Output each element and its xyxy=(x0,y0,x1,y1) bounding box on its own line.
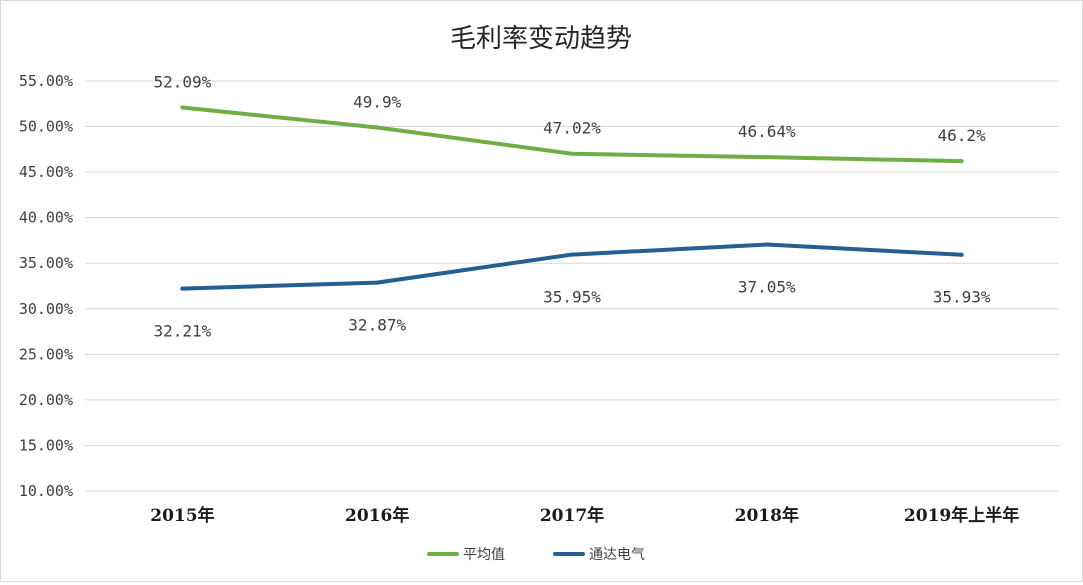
data-label: 46.64% xyxy=(738,122,796,141)
data-point xyxy=(180,286,185,291)
data-point xyxy=(375,280,380,285)
data-label: 37.05% xyxy=(738,278,796,297)
x-tick-label: 2018年 xyxy=(735,505,799,526)
x-tick-label: 2019年上半年 xyxy=(904,505,1019,526)
chart-title: 毛利率变动趋势 xyxy=(450,24,632,54)
y-tick-label: 20.00% xyxy=(19,391,73,409)
y-tick-label: 15.00% xyxy=(19,436,73,454)
data-point xyxy=(959,252,964,257)
x-tick-label: 2017年 xyxy=(540,505,604,526)
y-tick-label: 40.00% xyxy=(19,209,73,227)
y-tick-label: 55.00% xyxy=(19,72,73,90)
x-tick-label: 2016年 xyxy=(345,505,409,526)
data-label: 35.93% xyxy=(933,288,991,307)
data-label: 52.09% xyxy=(154,73,212,92)
data-point xyxy=(180,105,185,110)
y-axis-ticks: 55.00% 50.00% 45.00% 40.00% 35.00% 30.00% 25.0… xyxy=(19,72,73,500)
y-tick-label: 30.00% xyxy=(19,300,73,318)
x-tick-label: 2015年 xyxy=(150,505,214,526)
y-tick-label: 45.00% xyxy=(19,163,73,181)
legend-label: 通达电气 xyxy=(589,547,645,563)
data-point xyxy=(959,159,964,164)
series-lines xyxy=(180,105,964,291)
data-point xyxy=(764,155,769,160)
data-point xyxy=(570,252,574,257)
data-labels: 52.09% 49.9% 47.02% 46.64% 46.2% 32.21% 32.87%… xyxy=(154,73,991,341)
y-tick-label: 10.00% xyxy=(19,482,73,500)
data-label: 47.02% xyxy=(543,119,601,138)
data-label: 35.95% xyxy=(543,288,601,307)
series-line-1 xyxy=(180,242,964,291)
x-axis-ticks: 2015年 2016年 2017年 2018年 2019年上半年 xyxy=(150,505,1019,526)
gridlines xyxy=(85,80,1059,492)
legend-label: 平均值 xyxy=(463,547,505,563)
data-point xyxy=(375,125,380,130)
data-label: 46.2% xyxy=(938,126,987,145)
y-tick-label: 25.00% xyxy=(19,345,73,363)
y-tick-label: 35.00% xyxy=(19,254,73,272)
data-point xyxy=(764,242,769,247)
data-label: 32.87% xyxy=(348,316,406,335)
data-label: 32.21% xyxy=(154,322,212,341)
legend: 平均值 通达电气 xyxy=(427,547,645,563)
data-point xyxy=(570,151,574,156)
data-label: 49.9% xyxy=(353,92,402,111)
y-tick-label: 50.00% xyxy=(19,118,73,136)
